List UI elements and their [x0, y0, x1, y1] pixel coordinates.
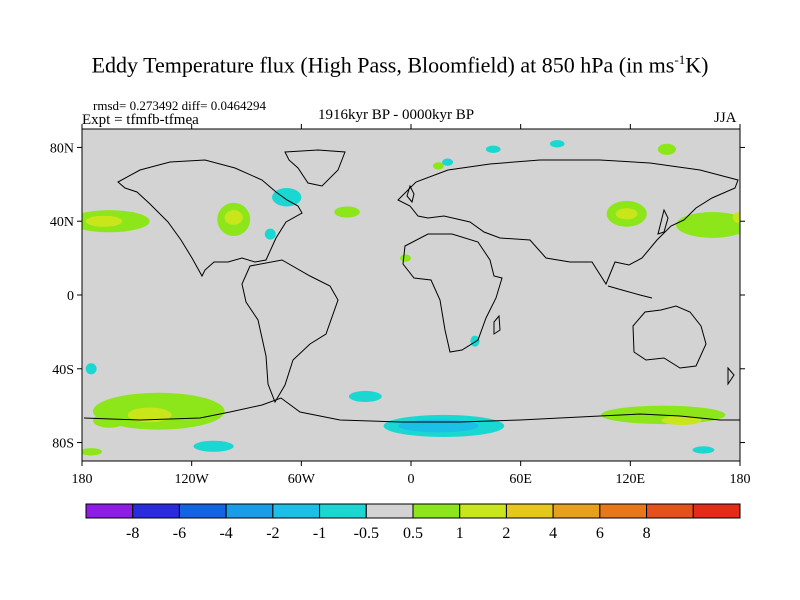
anomaly-layer [82, 140, 740, 456]
colorbar-label: -6 [173, 525, 186, 542]
anomaly-patch [348, 390, 382, 402]
map-axes: 180 120W 60W 0 60E 120E 180 80N 40N 0 40S 80S [50, 124, 751, 487]
anomaly-patch [272, 188, 302, 207]
anomaly-patch [732, 212, 740, 224]
colorbar-box [599, 503, 648, 519]
anomaly-patch [615, 208, 638, 220]
anomaly-patch [82, 448, 103, 456]
coastline-japan [657, 208, 669, 235]
colorbar-label: -8 [126, 525, 139, 542]
anomaly-patch [193, 440, 234, 452]
lon-tick-label: 60E [509, 472, 532, 487]
coastline-indonesia [607, 285, 653, 299]
anomaly-patch [692, 446, 715, 454]
colorbar-box [459, 503, 507, 519]
colorbar-label: -2 [266, 525, 279, 542]
colorbar-label: 1 [456, 525, 464, 542]
coastline-south-america [241, 259, 339, 404]
anomaly-patch [400, 254, 411, 262]
colorbar-box [646, 503, 694, 519]
colorbar-box [692, 503, 741, 519]
colorbar-box [412, 503, 461, 519]
lon-tick-label: 180 [730, 472, 751, 487]
experiment-label: Expt = tfmfb-tfmea [82, 112, 199, 128]
coastline-africa [402, 233, 503, 353]
colorbar-box [225, 503, 274, 519]
period-label: 1916kyr BP - 0000kyr BP [318, 107, 475, 123]
lat-tick-label: 80N [50, 141, 74, 156]
anomaly-patch [661, 415, 702, 426]
coastline-new-zealand [727, 366, 735, 386]
colorbar-box [319, 503, 367, 519]
coastline-greenland [284, 149, 346, 187]
anomaly-patch [334, 206, 360, 218]
figure-title-text: Eddy Temperature flux (High Pass, Bloomf… [91, 52, 675, 78]
lon-tick-label: 120W [175, 472, 210, 487]
coastline-eurasia [397, 159, 739, 286]
colorbar-box [365, 503, 414, 519]
stats-line: rmsd= 0.273492 diff= 0.0464294 [93, 98, 266, 113]
lon-tick-label: 120E [616, 472, 646, 487]
colorbar-label: 4 [549, 525, 557, 542]
colorbar-label: 6 [596, 525, 604, 542]
anomaly-patch [85, 363, 97, 375]
colorbar-label: 0.5 [403, 525, 423, 542]
season-label: JJA [714, 110, 737, 126]
lat-tick-label: 80S [52, 437, 74, 452]
coastline-north-america [117, 159, 303, 278]
colorbar-label: -0.5 [354, 525, 379, 542]
colorbar-box [272, 503, 321, 519]
anomaly-patch [432, 162, 444, 170]
anomaly-patch [92, 413, 126, 428]
lat-tick-label: 40N [50, 215, 74, 230]
colorbar-label: 2 [502, 525, 510, 542]
lon-tick-label: 180 [72, 472, 93, 487]
anomaly-patch [398, 419, 479, 433]
anomaly-patch [676, 212, 740, 238]
anomaly-patch [224, 210, 243, 225]
colorbar-box [85, 503, 134, 519]
lon-tick-label: 60W [288, 472, 316, 487]
coastline-antarctica [83, 397, 740, 423]
coastline-uk [406, 184, 415, 204]
colorbar-label: -1 [313, 525, 326, 542]
anomaly-patch [127, 407, 172, 423]
anomaly-patch [442, 158, 454, 166]
anomaly-patch [485, 145, 501, 153]
anomaly-patch [264, 228, 276, 240]
colorbar-labels: -8 -6 -4 -2 -1 -0.5 0.5 1 2 4 6 8 [126, 525, 651, 542]
lat-tick-label: 0 [67, 289, 74, 304]
anomaly-patch [657, 143, 677, 155]
colorbar-box [178, 503, 227, 519]
colorbar-box [552, 503, 601, 519]
colorbar-box [505, 503, 554, 519]
coastline-australia [632, 305, 707, 369]
figure-title-end: K) [685, 52, 709, 78]
figure-title: Eddy Temperature flux (High Pass, Bloomf… [0, 52, 800, 78]
coastline-madagascar [493, 314, 501, 335]
colorbar-boxes [85, 503, 741, 519]
colorbar-box [132, 503, 180, 519]
figure-title-superscript: -1 [674, 52, 686, 67]
lat-tick-label: 40S [52, 363, 74, 378]
colorbar-label: 8 [643, 525, 651, 542]
anomaly-patch [549, 140, 565, 148]
lon-tick-label: 0 [408, 472, 415, 487]
colorbar-label: -4 [219, 525, 232, 542]
coastlines [83, 149, 740, 423]
anomaly-patch [85, 215, 123, 227]
